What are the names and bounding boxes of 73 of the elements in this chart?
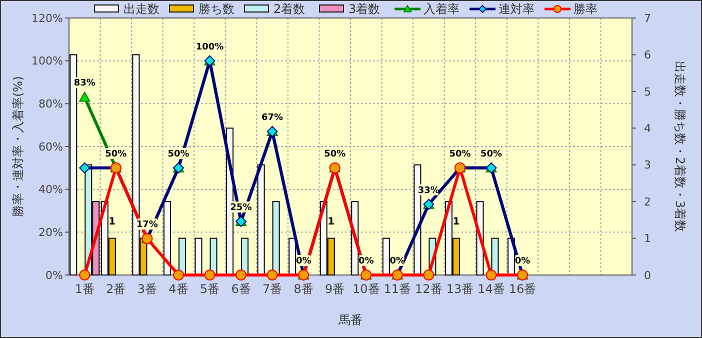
y2-tick-label: 2 <box>644 195 651 208</box>
x-tick-label: 2番 <box>106 282 126 296</box>
x-tick-label: 1番 <box>74 282 94 296</box>
data-label: 0% <box>296 256 312 266</box>
y-axis-title: 勝率・連対率・入着率(%) <box>11 76 25 217</box>
y-tick-label: 20% <box>38 226 63 240</box>
data-label: 83% <box>74 78 96 89</box>
data-label: 67% <box>262 113 284 124</box>
y-tick-label: 120% <box>32 12 63 25</box>
x-tick-label: 5番 <box>200 282 220 296</box>
point <box>204 270 216 280</box>
data-label: 0% <box>358 256 374 266</box>
data-label: 100% <box>196 42 224 52</box>
y2-axis-title: 出走数・勝ち数・2着数・3着数 <box>673 60 687 232</box>
bar <box>194 238 202 276</box>
point <box>266 270 278 280</box>
x-tick-label: 7番 <box>262 282 282 296</box>
legend-label: 勝ち数 <box>198 2 234 16</box>
x-tick-label: 3番 <box>137 282 158 296</box>
x-tick-label: 12番 <box>415 282 442 296</box>
y2-tick-label: 0 <box>644 268 651 282</box>
x-tick-label: 11番 <box>384 282 412 296</box>
legend-label: 勝率 <box>574 2 598 16</box>
y-tick-label: 0% <box>46 268 63 282</box>
bar <box>288 238 296 276</box>
y2-tick-label: 4 <box>644 122 651 135</box>
data-label: 0% <box>390 256 406 266</box>
data-label: 33% <box>418 186 440 196</box>
data-label: 17% <box>136 220 158 230</box>
bar <box>163 201 171 276</box>
y2-tick-label: 1 <box>644 232 651 246</box>
y-tick-label: 100% <box>32 54 63 68</box>
bar <box>272 201 280 276</box>
bar <box>257 164 265 276</box>
y-tick-label: 80% <box>38 98 63 111</box>
y2-tick-label: 5 <box>644 85 651 98</box>
y2-tick-label: 6 <box>644 48 651 62</box>
x-tick-label: 6番 <box>231 282 251 296</box>
point <box>79 92 90 102</box>
x-tick-label: 4番 <box>168 282 188 296</box>
point <box>236 270 247 280</box>
data-label: 50% <box>449 149 471 160</box>
legend-label: 3着数 <box>348 2 380 16</box>
x-tick-label: 9番 <box>325 282 345 296</box>
data-label: 50% <box>480 149 502 160</box>
data-label: 1 <box>108 216 116 228</box>
x-tick-label: 13番 <box>446 282 474 296</box>
y-tick-label: 40% <box>38 183 63 196</box>
point <box>79 270 90 280</box>
legend-label: 入着率 <box>424 2 460 16</box>
x-tick-label: 14番 <box>478 282 505 296</box>
data-label: 1 <box>452 216 460 228</box>
point <box>423 270 434 280</box>
x-tick-label: 16番 <box>508 282 536 296</box>
legend-label: 出走数 <box>124 2 160 16</box>
y2-tick-label: 7 <box>644 12 651 25</box>
bar <box>382 238 390 276</box>
data-label: 50% <box>168 149 190 160</box>
point <box>79 162 90 174</box>
data-label: 1 <box>328 216 335 228</box>
legend-label: 連対率 <box>498 2 534 16</box>
data-label: 25% <box>230 202 252 213</box>
data-label: 50% <box>324 149 346 160</box>
data-label: 50% <box>105 149 127 160</box>
x-tick-label: 10番 <box>352 282 380 296</box>
point <box>486 270 497 280</box>
x-tick-label: 8番 <box>294 282 314 296</box>
y-tick-label: 60% <box>38 140 63 154</box>
point <box>172 270 184 280</box>
legend-label: 2着数 <box>274 2 306 16</box>
data-label: 0% <box>514 256 530 266</box>
x-axis-title: 馬番 <box>338 313 362 327</box>
y2-tick-label: 3 <box>644 158 651 172</box>
